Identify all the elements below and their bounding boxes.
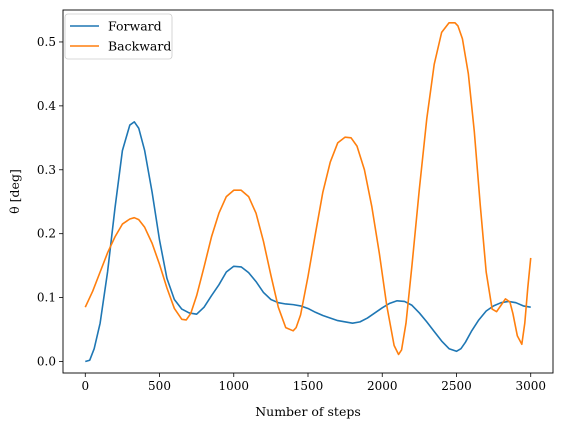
series-line-backward — [84, 21, 532, 356]
legend-label-forward: Forward — [108, 19, 162, 34]
y-tick-label: 0.1 — [37, 291, 56, 305]
y-tick-label: 0.4 — [37, 99, 56, 113]
x-tick-label: 2500 — [441, 379, 472, 393]
legend-label-backward: Backward — [108, 39, 171, 54]
x-tick-label: 1500 — [293, 379, 324, 393]
y-tick-label: 0.5 — [37, 35, 56, 49]
x-tick-label: 1000 — [218, 379, 249, 393]
x-tick-label: 0 — [81, 379, 89, 393]
series-line-forward — [85, 121, 531, 363]
x-tick-label: 3000 — [515, 379, 546, 393]
y-tick-label: 0.2 — [37, 227, 56, 241]
legend: Forward Backward — [64, 13, 173, 60]
y-tick-label: 0.3 — [37, 163, 56, 177]
ticks-layer: 0 500 1000 1500 2000 2500 3000 0.0 0.1 0.2 0.3 0.4 0… — [37, 35, 546, 393]
x-axis-label: Number of steps — [255, 404, 361, 419]
x-tick-label: 500 — [148, 379, 171, 393]
y-tick-label: 0.0 — [37, 354, 56, 368]
x-tick-label: 2000 — [367, 379, 398, 393]
y-axis-label: θ [deg] — [7, 169, 22, 214]
series-layer — [84, 21, 532, 363]
